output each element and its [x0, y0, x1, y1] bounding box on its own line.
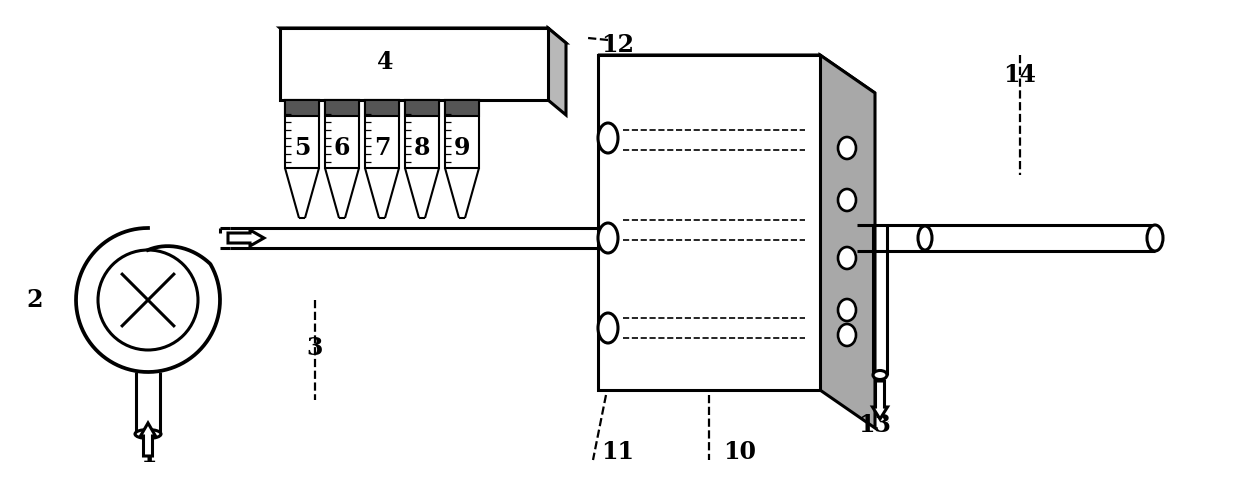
Polygon shape [598, 55, 875, 93]
Ellipse shape [135, 429, 161, 439]
Ellipse shape [838, 247, 856, 269]
Ellipse shape [838, 137, 856, 159]
Bar [280, 28, 548, 100]
Bar [445, 100, 479, 168]
Text: 7: 7 [373, 136, 391, 160]
Ellipse shape [873, 370, 887, 379]
Polygon shape [280, 28, 565, 43]
Polygon shape [548, 28, 565, 115]
Text: 9: 9 [454, 136, 470, 160]
Bar [325, 100, 360, 116]
Bar [325, 100, 360, 168]
Bar [598, 55, 820, 390]
Text: 1: 1 [140, 443, 156, 467]
Ellipse shape [598, 223, 618, 253]
Bar [445, 100, 479, 116]
Text: 12: 12 [601, 33, 635, 57]
Polygon shape [820, 55, 875, 428]
Ellipse shape [598, 123, 618, 153]
Ellipse shape [838, 324, 856, 346]
Ellipse shape [838, 299, 856, 321]
Bar [285, 100, 319, 116]
Bar [365, 100, 399, 168]
Text: 10: 10 [723, 440, 756, 464]
Text: 6: 6 [334, 136, 350, 160]
FancyArrow shape [228, 230, 264, 246]
Ellipse shape [598, 313, 618, 343]
FancyArrow shape [140, 423, 155, 456]
Bar [365, 100, 399, 116]
Text: 14: 14 [1003, 63, 1037, 87]
Text: 11: 11 [601, 440, 635, 464]
FancyArrow shape [873, 381, 888, 419]
Ellipse shape [838, 189, 856, 211]
Text: 5: 5 [294, 136, 310, 160]
Ellipse shape [918, 226, 932, 250]
Text: 4: 4 [377, 50, 393, 74]
Bar [405, 100, 439, 116]
Bar [405, 100, 439, 168]
Text: 13: 13 [858, 413, 892, 437]
Text: 8: 8 [414, 136, 430, 160]
Text: 3: 3 [306, 336, 324, 360]
Text: 2: 2 [27, 288, 43, 312]
Bar [285, 100, 319, 168]
Ellipse shape [1147, 225, 1163, 251]
